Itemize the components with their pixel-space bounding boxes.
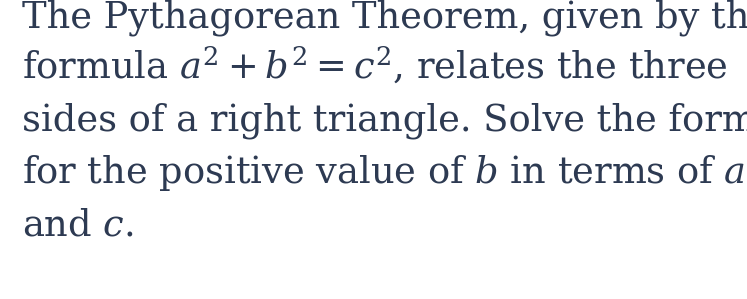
Text: The Pythagorean Theorem, given by the: The Pythagorean Theorem, given by the	[22, 0, 747, 36]
Text: for the positive value of $b$ in terms of $a$: for the positive value of $b$ in terms o…	[22, 153, 746, 193]
Text: and $c$.: and $c$.	[22, 207, 134, 243]
Text: sides of a right triangle. Solve the formula: sides of a right triangle. Solve the for…	[22, 103, 747, 140]
Text: formula $a^2 + b^2 = c^2$, relates the three: formula $a^2 + b^2 = c^2$, relates the t…	[22, 45, 728, 87]
